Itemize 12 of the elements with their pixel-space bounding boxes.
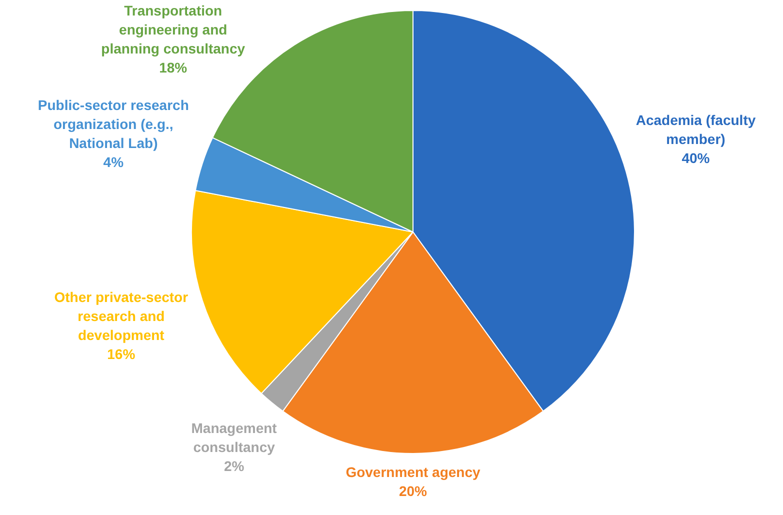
data-label: 20% [398, 482, 428, 499]
data-label: 4% [103, 154, 124, 170]
data-label: 2% [224, 458, 245, 474]
slice-label: Academia (faculty member) [636, 112, 756, 147]
slice-label: Management consultancy [191, 420, 278, 456]
data-label: 16% [107, 346, 136, 362]
slice-label: Transportation engineering and planning consultancy [101, 2, 246, 56]
data-label: 40% [682, 150, 710, 166]
slice-label: Government agency [346, 464, 481, 480]
slice-label: Public-sector research organization (e.g., National Lab) [38, 97, 189, 152]
data-label: 18% [159, 59, 188, 76]
slice-label: Other private-sector research and development [54, 289, 189, 344]
